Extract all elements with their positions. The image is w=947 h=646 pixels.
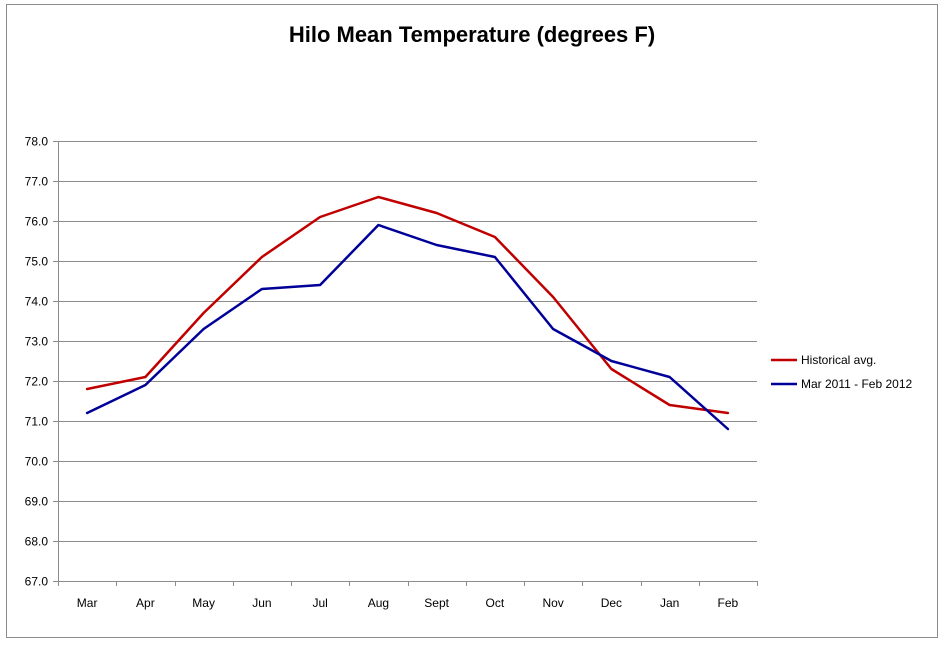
- axes: 67.0 68.0 69.0 70.0 71.0 72.0 73.0 74.0 75.0 76.0…: [25, 135, 758, 610]
- series-lines: [85, 195, 730, 431]
- y-tick-label: 69.0: [25, 495, 49, 509]
- series-line-2: [85, 223, 730, 431]
- y-tick-label: 70.0: [25, 455, 49, 469]
- chart-frame: [6, 4, 938, 638]
- gridlines: [58, 141, 757, 542]
- x-tick-label: Apr: [136, 596, 155, 610]
- legend-label: Mar 2011 - Feb 2012: [801, 377, 913, 391]
- series-line-1: [85, 195, 730, 415]
- x-tick-label: Dec: [601, 596, 622, 610]
- x-tick-label: Mar: [77, 596, 98, 610]
- y-tick-label: 78.0: [25, 135, 49, 149]
- chart-title: Hilo Mean Temperature (degrees F): [288, 22, 656, 47]
- legend: Historical avg. Mar 2011 - Feb 2012: [771, 353, 913, 391]
- y-tick-label: 67.0: [25, 575, 49, 589]
- x-tick-label: Jul: [312, 596, 327, 610]
- x-tick-label: Aug: [368, 596, 389, 610]
- y-tick-label: 75.0: [25, 255, 49, 269]
- x-tick-label: Feb: [718, 596, 739, 610]
- y-tick-label: 72.0: [25, 375, 49, 389]
- x-tick-label: Oct: [486, 596, 505, 610]
- y-tick-label: 73.0: [25, 335, 49, 349]
- y-tick-label: 76.0: [25, 215, 49, 229]
- x-tick-label: Jun: [252, 596, 271, 610]
- x-tick-label: May: [192, 596, 215, 610]
- x-tick-label: Nov: [542, 596, 563, 610]
- legend-label: Historical avg.: [801, 353, 876, 367]
- y-tick-label: 77.0: [25, 175, 49, 189]
- y-tick-label: 71.0: [25, 415, 49, 429]
- y-tick-label: 74.0: [25, 295, 49, 309]
- x-tick-label: Sept: [424, 596, 449, 610]
- x-tick-label: Jan: [660, 596, 679, 610]
- y-tick-label: 68.0: [25, 535, 49, 549]
